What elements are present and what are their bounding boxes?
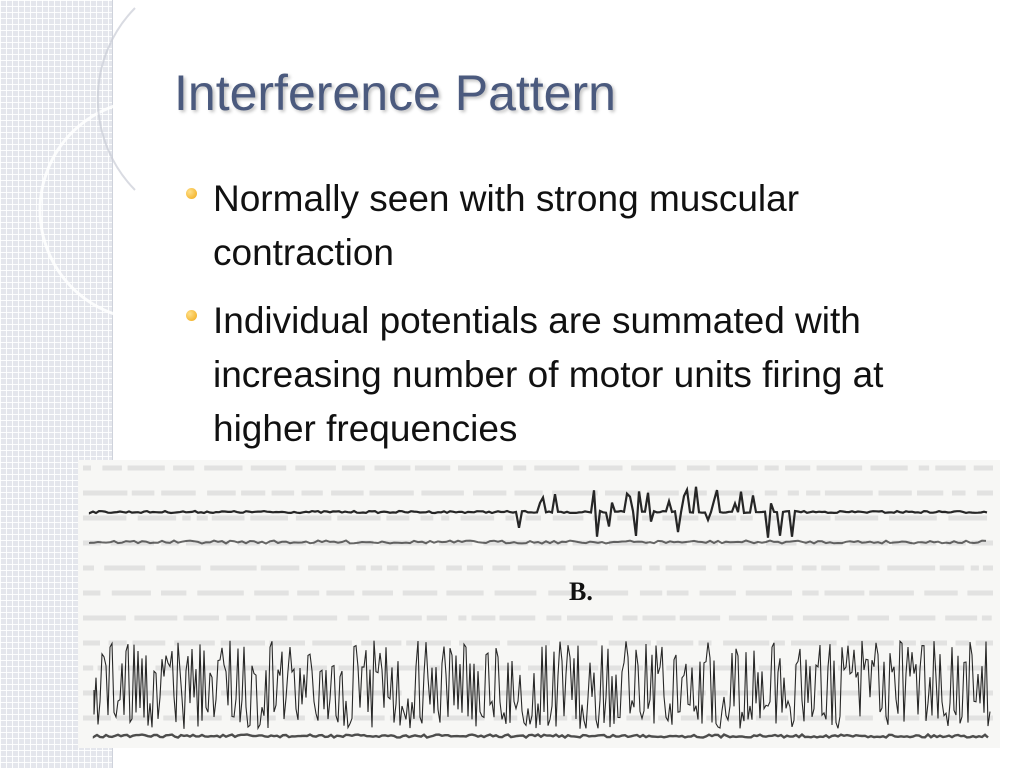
bullet-dot-icon [186, 188, 197, 199]
emg-figure: B. [78, 460, 1000, 748]
bullet-text: Individual potentials are summated with … [213, 300, 884, 449]
bullet-list: Normally seen with strong muscular contr… [182, 172, 982, 470]
slide-title: Interference Pattern [174, 65, 616, 121]
decorative-grid-panel [0, 0, 113, 768]
emg-tracings-image [83, 465, 993, 739]
bullet-text: Normally seen with strong muscular contr… [213, 178, 800, 273]
emg-trace-bottom-baseline [92, 732, 989, 739]
figure-label: B. [569, 577, 593, 606]
decorative-arcs [38, 2, 157, 322]
bullet-item: Normally seen with strong muscular contr… [182, 172, 982, 280]
emg-trace-dense [93, 639, 991, 731]
emg-trace-sparse [88, 486, 988, 538]
bullet-dot-icon [186, 310, 197, 321]
bullet-item: Individual potentials are summated with … [182, 294, 982, 456]
emg-trace-baseline [89, 539, 987, 545]
